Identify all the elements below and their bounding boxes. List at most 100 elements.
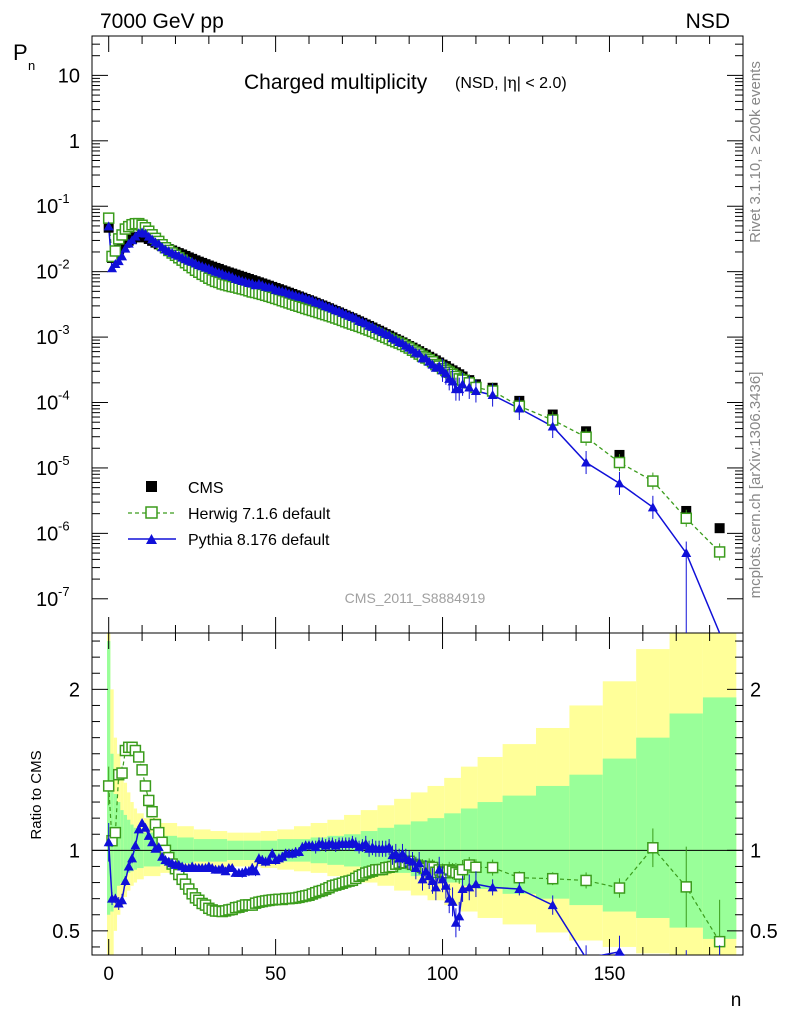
pythia-point [514, 403, 525, 413]
ratio-pythia-point [143, 830, 154, 840]
ratio-herwig-point [680, 881, 692, 893]
ratio-y-tick-label-right: 1 [750, 840, 761, 862]
y-tick-label: 10 [36, 458, 58, 480]
ratio-herwig-point [613, 882, 626, 894]
ratio-pythia-point [130, 840, 141, 850]
ratio-herwig-point [102, 780, 115, 792]
y-tick-label: 10 [36, 589, 58, 611]
herwig-point [647, 475, 659, 487]
herwig-point [109, 245, 122, 257]
ratio-y-tick-label-right: 0.5 [750, 921, 778, 943]
ratio-herwig-point [146, 805, 158, 818]
ratio-pythia-point [394, 853, 405, 863]
band-inner-bin [123, 814, 128, 878]
ratio-herwig-point [513, 871, 526, 884]
y-tick-exponent: -1 [58, 191, 70, 206]
ratio-y-tick-label-right: 2 [750, 679, 761, 701]
ratio-herwig-point [116, 767, 128, 779]
pythia-point [103, 221, 114, 231]
ratio-bands [107, 633, 737, 955]
ratio-herwig-point [143, 794, 155, 807]
header-right: NSD [686, 10, 730, 33]
ratio-pythia-point [117, 895, 128, 905]
ratio-plot-frame [91, 632, 744, 956]
y-tick-exponent: -5 [58, 453, 70, 468]
ratio-pythia-point [427, 875, 438, 885]
legend: CMS Herwig 7.1.6 default Pythia 8.176 de… [128, 480, 331, 549]
ratio-pythia-point [414, 858, 425, 868]
pythia-point [464, 382, 475, 392]
x-axis-label: n [731, 990, 742, 1011]
y-tick-exponent: -2 [58, 257, 70, 272]
pythia-point [487, 390, 498, 400]
plot-frames [91, 35, 744, 956]
ratio-y-tick-label-left: 2 [69, 679, 80, 701]
y-axis-label-ratio: Ratio to CMS [28, 750, 45, 839]
band-inner-bin [137, 831, 144, 869]
legend-marker-cms [146, 481, 157, 492]
band-inner-bin [117, 802, 121, 886]
ratio-pythia-point [250, 866, 261, 876]
ratio-herwig-point [139, 780, 152, 792]
ratio-pythia-point [440, 880, 451, 890]
herwig-point [613, 456, 626, 469]
cms-point [714, 523, 725, 534]
ratio-pythia-point [430, 882, 441, 892]
ratio-pythia-point [407, 856, 418, 866]
pythia-point [117, 251, 128, 261]
chart-title-suffix: (NSD, |η| < 2.0) [455, 73, 567, 92]
ratio-pythia-point [103, 837, 114, 847]
band-inner-bin [636, 737, 670, 918]
ratio-pythia-point [120, 875, 131, 885]
ratio-pythia-point [547, 900, 558, 910]
title-suffix-eta: η [507, 73, 517, 92]
band-inner-bin [143, 832, 161, 867]
pythia-point [440, 368, 451, 378]
ratio-pythia-point [437, 874, 448, 884]
legend-label-herwig: Herwig 7.1.6 default [188, 506, 331, 523]
ratio-herwig-point [109, 826, 122, 839]
chart-title: Charged multiplicity [244, 71, 428, 94]
ratio-pythia-point [417, 874, 428, 884]
ratio-pythia-point [410, 863, 421, 873]
ratio-herwig-point [132, 751, 145, 763]
ratio-pythia-point [454, 911, 465, 921]
y-tick-exponent: -3 [58, 322, 70, 337]
y-tick-label: 10 [36, 393, 58, 415]
herwig-point [713, 546, 726, 558]
pythia-point [614, 478, 625, 488]
band-inner-bin [127, 819, 131, 873]
legend-label-pythia: Pythia 8.176 default [188, 532, 330, 549]
ratio-pythia-point [147, 837, 158, 847]
analysis-watermark: CMS_2011_S8884919 [345, 590, 486, 606]
y-tick-label: 10 [36, 523, 58, 545]
ratio-y-tick-label-left: 0.5 [52, 921, 80, 943]
pythia-point [470, 385, 481, 395]
rivet-side-label: Rivet 3.1.10, ≥ 200k events [747, 61, 764, 243]
ratio-pythia-point [267, 848, 278, 858]
ratio-herwig-point [153, 826, 165, 839]
pythia-point [120, 243, 131, 253]
y-tick-exponent: -4 [58, 388, 70, 403]
ratio-pythia-point [450, 917, 461, 927]
pythia-point [454, 384, 465, 394]
ratio-herwig-point [713, 935, 726, 948]
ratio-pythia-point [263, 855, 274, 865]
x-tick-label: 0 [103, 964, 114, 985]
y-tick-label: 10 [58, 65, 80, 87]
band-inner-bin [120, 810, 124, 883]
band-inner-bin [702, 697, 737, 939]
x-tick-label: 100 [427, 964, 459, 985]
ratio-pythia-point [384, 842, 395, 852]
y-tick-label: 10 [36, 327, 58, 349]
ratio-pythia-point [514, 883, 525, 893]
legend-label-cms: CMS [188, 480, 224, 497]
y-axis-label-main: P [13, 40, 28, 65]
band-inner-bin [477, 802, 503, 889]
y-tick-label: 10 [36, 196, 58, 218]
pythia-point [457, 379, 468, 389]
pythia-point [681, 548, 692, 558]
